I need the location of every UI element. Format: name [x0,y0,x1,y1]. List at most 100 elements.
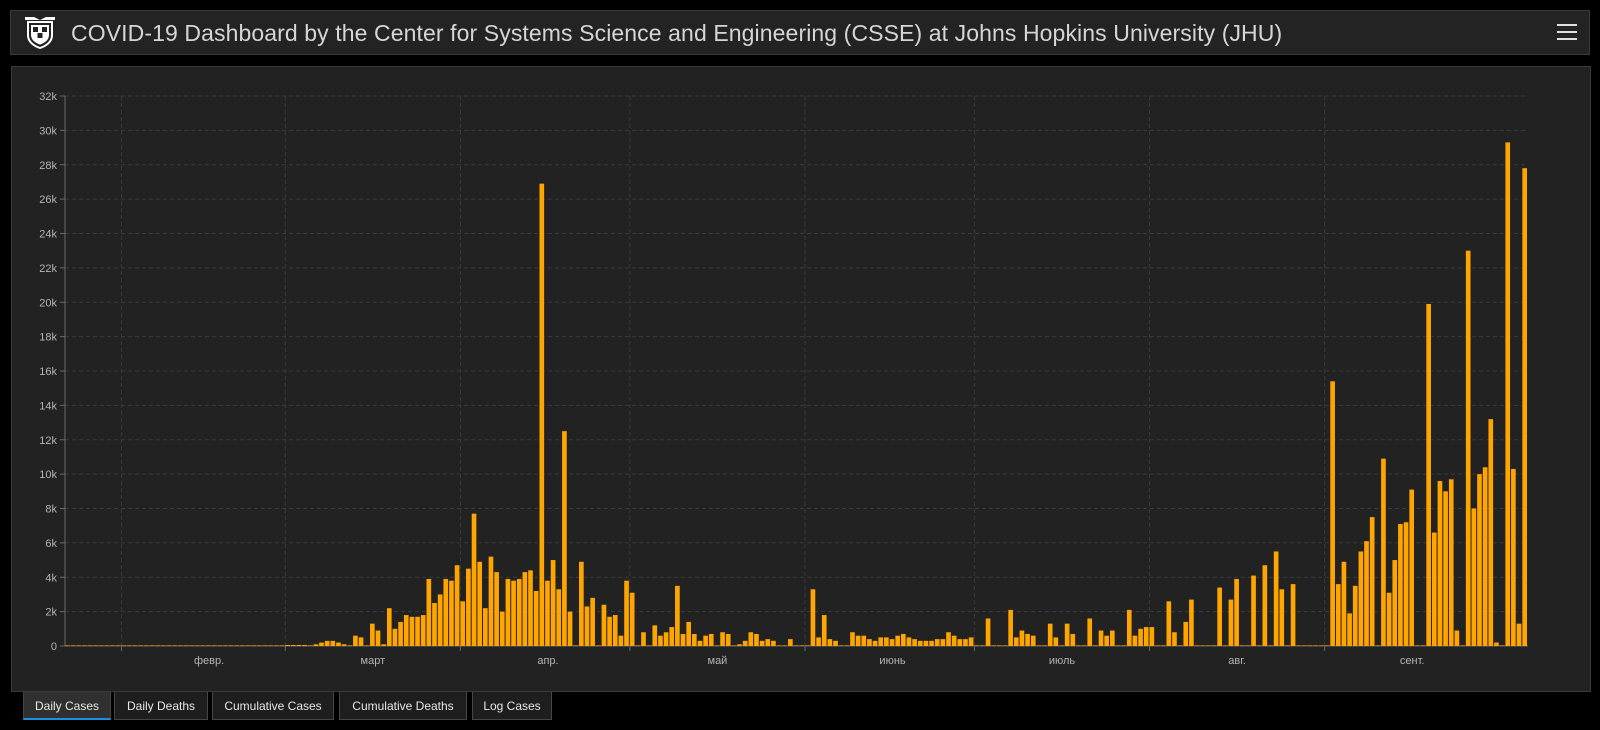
bar [1189,599,1194,646]
bar [149,645,155,646]
x-tick-label: апр. [537,655,558,667]
x-tick-label: июнь [879,655,905,667]
bar [370,623,375,646]
bar [76,645,81,646]
bar [1471,508,1477,646]
bar [1183,621,1189,646]
bar [1296,645,1302,646]
bar [420,615,426,646]
bar [1364,541,1369,646]
tab-cumulative-cases[interactable]: Cumulative Cases [212,692,334,720]
bar [1025,633,1030,646]
bar [1335,584,1341,646]
bar [618,635,624,646]
bar [567,611,573,646]
bar [483,608,488,646]
bar [844,645,850,646]
bar [1200,645,1206,646]
bar [1352,585,1358,646]
bar [748,632,754,646]
x-tick-label: февр. [194,655,224,667]
bar [257,645,262,646]
bar [426,578,432,646]
bar [1477,474,1482,646]
bar [1279,589,1285,646]
y-tick-label: 18k [39,332,57,344]
bar [997,645,1002,646]
bar [720,632,725,646]
bar [742,640,748,646]
bar [1488,419,1494,646]
y-tick-label: 26k [39,194,57,206]
bar [240,645,245,646]
bar [274,645,279,646]
bar [776,645,782,646]
bar [985,618,991,646]
bar [663,632,669,646]
bar [1166,601,1172,646]
bar [1245,645,1251,646]
bar [725,633,731,646]
bar [375,630,381,646]
bar [1251,575,1256,646]
bar [115,645,121,646]
bar [1302,645,1307,646]
y-tick-label: 4k [45,572,57,584]
bar [545,580,550,646]
bar [1522,168,1527,646]
bar [675,585,680,646]
bar [1059,645,1064,646]
x-tick-label: март [361,655,386,667]
bar [912,639,917,646]
bar [974,645,980,646]
bar [1149,627,1155,646]
bar [1392,560,1398,646]
bar [601,604,607,646]
bar [765,639,771,646]
bar [1013,637,1019,646]
bar [87,645,93,646]
bar [595,645,601,646]
bar [1448,479,1454,646]
bar [511,580,516,646]
bar [1076,645,1081,646]
tab-log-cases[interactable]: Log Cases [472,692,552,720]
bar [957,639,963,646]
y-tick-label: 8k [45,504,57,516]
bar [771,640,776,646]
bar [550,560,556,646]
bar [1155,645,1160,646]
tab-daily-deaths[interactable]: Daily Deaths [114,692,208,720]
tab-daily-cases[interactable]: Daily Cases [23,692,111,720]
bar [70,645,76,646]
bar [1381,458,1386,646]
bar [646,645,652,646]
y-tick-label: 32k [39,91,57,103]
bar [1217,587,1222,646]
bar [697,640,703,646]
y-tick-label: 22k [39,263,57,275]
bar [1008,609,1013,646]
bar [1358,551,1364,646]
y-tick-label: 30k [39,125,57,137]
bar [155,645,161,646]
bar [505,578,511,646]
daily-cases-chart[interactable]: 0 2k 4k 6k 8k 10k 12k 14k 16k 18k 20k 22k 24k 26k 28k 3… [12,67,1590,691]
hamburger-menu-icon[interactable] [1557,23,1577,41]
bar [1386,592,1392,646]
bar [381,644,386,646]
bar [810,589,816,646]
tab-cumulative-deaths[interactable]: Cumulative Deaths [339,692,467,720]
bar [290,645,296,646]
y-tick-label: 20k [39,297,57,309]
bar [144,645,149,646]
bar [1437,481,1443,646]
bar [782,645,788,646]
bar [494,572,499,646]
bar [206,645,211,646]
bar [1499,645,1505,646]
bar [437,594,443,646]
bar [833,640,838,646]
y-tick-label: 28k [39,160,57,172]
bar [1081,645,1087,646]
